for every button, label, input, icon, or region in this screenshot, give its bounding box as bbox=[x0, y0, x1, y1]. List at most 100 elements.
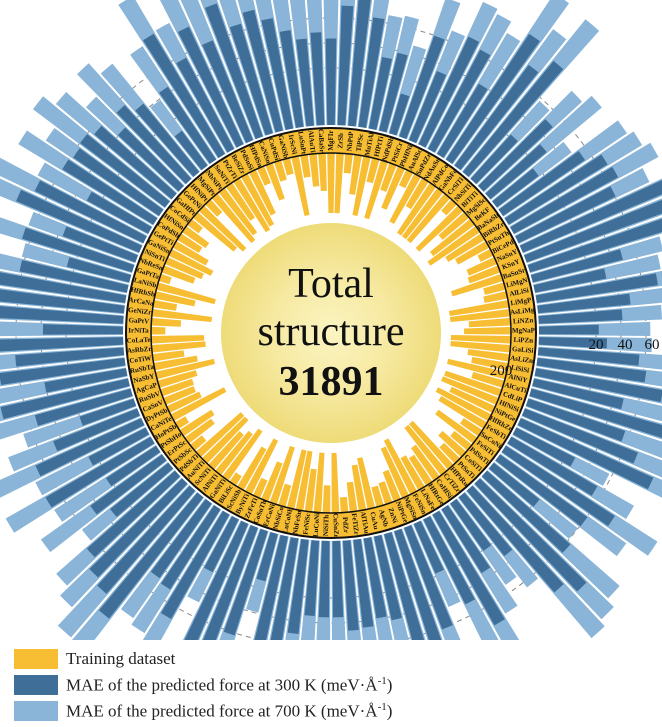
category-label: CoTiW bbox=[129, 354, 152, 365]
category-label: NiSiTh bbox=[322, 515, 331, 537]
bar-mae-300k bbox=[488, 462, 540, 507]
bar-mae-300k bbox=[19, 260, 129, 293]
bar-mae-300k bbox=[90, 454, 167, 515]
bar-mae-300k bbox=[62, 159, 158, 225]
bar-mae-300k bbox=[310, 32, 325, 126]
legend-item-training: Training dataset bbox=[14, 646, 574, 672]
bar-mae-300k bbox=[538, 337, 608, 349]
legend-swatch-mae-700k bbox=[14, 701, 58, 721]
legend-label-training: Training dataset bbox=[66, 649, 176, 668]
bar-mae-300k bbox=[529, 388, 662, 438]
bar-mae-300k bbox=[161, 505, 221, 590]
bar-mae-300k bbox=[159, 86, 217, 164]
legend: Training dataset MAE of the predicted fo… bbox=[14, 646, 574, 724]
bar-mae-300k bbox=[254, 534, 289, 640]
bar-mae-300k bbox=[441, 505, 491, 574]
bar-mae-300k bbox=[525, 398, 626, 442]
bar-mae-300k bbox=[358, 17, 385, 128]
bar-mae-300k bbox=[177, 26, 244, 148]
bar-mae-300k bbox=[34, 388, 133, 426]
bar-mae-300k bbox=[504, 154, 608, 225]
bar-mae-300k bbox=[523, 199, 662, 263]
bar-mae-300k bbox=[256, 532, 278, 582]
bar-mae-300k bbox=[34, 180, 147, 244]
bar-mae-300k bbox=[517, 418, 654, 490]
legend-label-mae-300k: MAE of the predicted force at 300 K (meV… bbox=[66, 674, 393, 695]
bar-mae-300k bbox=[174, 130, 208, 171]
bar-mae-300k bbox=[110, 462, 174, 517]
category-label: MgFIr bbox=[327, 130, 335, 150]
bar-mae-300k bbox=[432, 510, 505, 626]
category-label: AlTiAu bbox=[359, 511, 371, 535]
category-label: AsLiZn bbox=[510, 354, 534, 365]
center-total-value: 31891 bbox=[279, 359, 384, 405]
bar-mae-300k bbox=[318, 540, 330, 618]
category-label: LiNZn bbox=[513, 316, 534, 325]
bar-mae-300k bbox=[105, 445, 161, 487]
bar-mae-300k bbox=[98, 492, 204, 619]
category-label: FeTiZr bbox=[350, 513, 361, 535]
bar-mae-300k bbox=[413, 520, 444, 574]
bar-mae-300k bbox=[454, 64, 539, 171]
bar-mae-300k bbox=[15, 347, 125, 367]
bar-mae-300k bbox=[97, 485, 196, 594]
inner-ring-outer-border bbox=[125, 127, 537, 539]
bar-mae-300k bbox=[445, 33, 540, 164]
bar-mae-300k bbox=[270, 537, 299, 640]
bar-mae-300k bbox=[512, 427, 576, 467]
bar-mae-300k bbox=[485, 144, 547, 200]
bar-mae-300k bbox=[73, 148, 164, 216]
bar-mae-300k bbox=[0, 337, 124, 352]
bar-mae-300k bbox=[94, 125, 177, 200]
training-bars bbox=[125, 127, 537, 539]
bar-mae-300k bbox=[0, 272, 127, 303]
bar-mae-300k bbox=[242, 9, 283, 133]
bar-mae-300k bbox=[379, 52, 408, 133]
bar-mae-300k bbox=[184, 520, 249, 640]
legend-item-mae-300k: MAE of the predicted force at 300 K (meV… bbox=[14, 672, 574, 698]
bar-mae-300k bbox=[498, 150, 586, 216]
category-label: IrScNi bbox=[287, 134, 299, 155]
radial-tick-inner: 200 bbox=[490, 363, 513, 379]
bar-mae-300k bbox=[287, 538, 309, 635]
bar-mae-300k bbox=[45, 436, 155, 508]
bar-mae-300k bbox=[527, 218, 662, 273]
bar-mae-300k bbox=[537, 293, 631, 314]
bar-mae-300k bbox=[261, 18, 294, 130]
bar-mae-300k bbox=[62, 226, 139, 263]
circular-bar-chart: MgFIr ZrSb NbPtP TiPScMnTiAlHfPtTiNdPdSbPtS… bbox=[0, 0, 662, 640]
bar-mae-300k bbox=[325, 38, 337, 126]
bar-mae-300k bbox=[348, 0, 371, 127]
legend-item-mae-700k: MAE of the predicted force at 700 K (meV… bbox=[14, 698, 574, 724]
radial-tick-20: 20 bbox=[589, 337, 604, 353]
bar-mae-300k bbox=[501, 445, 615, 527]
bar-mae-300k bbox=[427, 49, 491, 153]
bar-mae-300k bbox=[86, 191, 152, 234]
category-label: LiSiSi bbox=[510, 363, 530, 374]
category-label: TiPSc bbox=[355, 133, 366, 152]
bar-mae-300k bbox=[22, 227, 135, 273]
bar-mae-300k bbox=[296, 38, 314, 127]
bar-mae-300k bbox=[160, 510, 230, 619]
bar-mae-300k bbox=[408, 71, 447, 144]
bar-mae-300k bbox=[521, 408, 638, 464]
bar-mae-300k bbox=[42, 324, 124, 335]
category-label: GaLiSi bbox=[512, 345, 534, 355]
bar-mae-300k bbox=[404, 524, 453, 630]
bar-mae-300k bbox=[66, 257, 132, 283]
category-label: AlLiSi bbox=[509, 286, 530, 298]
bar-mae-300k bbox=[368, 57, 393, 130]
bar-mae-300k bbox=[481, 470, 571, 553]
category-label: CoLaTe bbox=[127, 336, 151, 345]
bar-mae-300k bbox=[458, 492, 513, 557]
bar-mae-300k bbox=[337, 5, 354, 126]
inner-ring-inner-border bbox=[150, 152, 512, 514]
legend-swatch-training bbox=[14, 649, 58, 669]
mae-bars bbox=[0, 0, 662, 640]
category-labels: MgFIr ZrSb NbPtP TiPScMnTiAlHfPtTiNdPdSbPtS… bbox=[127, 129, 536, 538]
category-label: CuSnZr bbox=[332, 513, 341, 538]
legend-swatch-mae-300k bbox=[14, 675, 58, 695]
bar-mae-300k bbox=[363, 537, 387, 619]
bar-mae-300k bbox=[538, 324, 599, 335]
bar-mae-300k bbox=[0, 289, 125, 314]
